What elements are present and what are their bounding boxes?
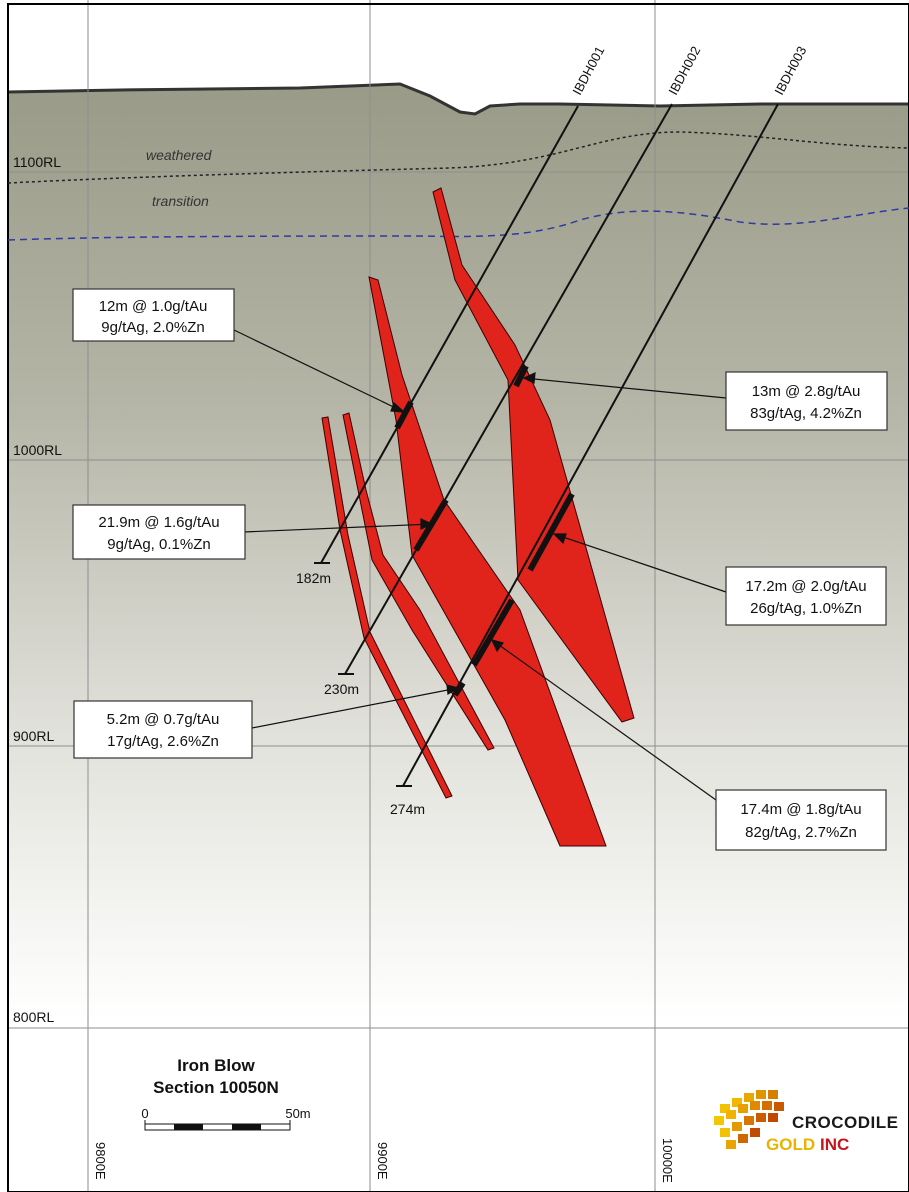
rl-labels: 1100RL 1000RL 900RL 800RL: [13, 154, 62, 1025]
easting-labels: 9800E 9900E 10000E: [93, 1138, 675, 1183]
easting-label-9900: 9900E: [375, 1142, 390, 1180]
ore-lenses: [321, 187, 635, 847]
callout-4-line1: 17.2m @ 2.0g/tAu: [745, 578, 866, 595]
ore-lens-main: [368, 276, 607, 847]
logo-mark-icon: [714, 1090, 784, 1149]
section-title-line2: Section 10050N: [153, 1078, 279, 1097]
drillholes: [314, 103, 779, 787]
easting-label-10000: 10000E: [660, 1138, 675, 1183]
grid: [8, 0, 909, 1192]
drillhole-ibdh002-trace: [344, 103, 673, 675]
callout-1-line1: 12m @ 1.0g/tAu: [99, 298, 208, 315]
callout-6-line1: 17.4m @ 1.8g/tAu: [740, 801, 861, 818]
transition-label: transition: [152, 193, 209, 209]
callout-2-line1: 13m @ 2.8g/tAu: [752, 383, 861, 400]
logo-text-top: CROCODILE: [792, 1113, 899, 1132]
ore-vein-west-a: [342, 412, 495, 751]
intercept-callouts: 12m @ 1.0g/tAu 9g/tAg, 2.0%Zn 13m @ 2.8g…: [72, 288, 888, 851]
drillhole-ibdh003-trace: [402, 103, 779, 787]
callout-6-line2: 82g/tAg, 2.7%Zn: [745, 824, 857, 841]
frame: [7, 3, 909, 1192]
scale-end-label: 50m: [285, 1106, 310, 1121]
drillhole-ibdh001-label: IBDH001: [569, 44, 607, 98]
drillhole-ibdh001-trace: [320, 105, 579, 564]
scale-bar: 0 50m: [141, 1106, 311, 1131]
easting-label-9800: 9800E: [93, 1142, 108, 1180]
ore-vein-west-b: [321, 416, 453, 799]
callout-3-line2: 9g/tAg, 0.1%Zn: [107, 536, 210, 553]
callout-3: 21.9m @ 1.6g/tAu 9g/tAg, 0.1%Zn: [72, 504, 246, 560]
rl-label-800: 800RL: [13, 1009, 54, 1025]
callout-4: 17.2m @ 2.0g/tAu 26g/tAg, 1.0%Zn: [725, 566, 887, 626]
crocodile-gold-logo: CROCODILE GOLD INC: [714, 1090, 899, 1154]
drillhole-names: IBDH001 IBDH002 IBDH003: [569, 44, 809, 98]
drillhole-ibdh002-depth: 230m: [324, 681, 359, 697]
callout-6: 17.4m @ 1.8g/tAu 82g/tAg, 2.7%Zn: [715, 789, 887, 851]
drillhole-ibdh002-label: IBDH002: [665, 44, 703, 98]
weathered-label: weathered: [146, 147, 213, 163]
callout-1-line2: 9g/tAg, 2.0%Zn: [101, 319, 204, 336]
weathered-boundary: [7, 131, 909, 184]
rl-label-1000: 1000RL: [13, 442, 62, 458]
callout-3-line1: 21.9m @ 1.6g/tAu: [98, 514, 219, 531]
callout-2: 13m @ 2.8g/tAu 83g/tAg, 4.2%Zn: [725, 371, 888, 431]
section-title-line1: Iron Blow: [177, 1056, 255, 1075]
logo-text-inc: INC: [820, 1135, 849, 1154]
rl-label-1100: 1100RL: [13, 154, 61, 170]
ore-lens-east: [432, 187, 635, 723]
callout-4-line2: 26g/tAg, 1.0%Zn: [750, 600, 862, 617]
callout-5-line1: 5.2m @ 0.7g/tAu: [107, 711, 220, 728]
logo-text-gold: GOLD: [766, 1135, 815, 1154]
callout-2-line2: 83g/tAg, 4.2%Zn: [750, 405, 862, 422]
drillhole-ibdh003-label: IBDH003: [771, 44, 809, 98]
drillhole-ibdh003-depth: 274m: [390, 801, 425, 817]
topography-line: [7, 82, 909, 116]
callout-1: 12m @ 1.0g/tAu 9g/tAg, 2.0%Zn: [72, 288, 235, 342]
callout-5-line2: 17g/tAg, 2.6%Zn: [107, 733, 219, 750]
rl-label-900: 900RL: [13, 728, 54, 744]
leader-lines: [233, 329, 727, 801]
drillhole-ibdh001-depth: 182m: [296, 570, 331, 586]
callout-5: 5.2m @ 0.7g/tAu 17g/tAg, 2.6%Zn: [73, 700, 253, 759]
scale-start-label: 0: [141, 1106, 148, 1121]
